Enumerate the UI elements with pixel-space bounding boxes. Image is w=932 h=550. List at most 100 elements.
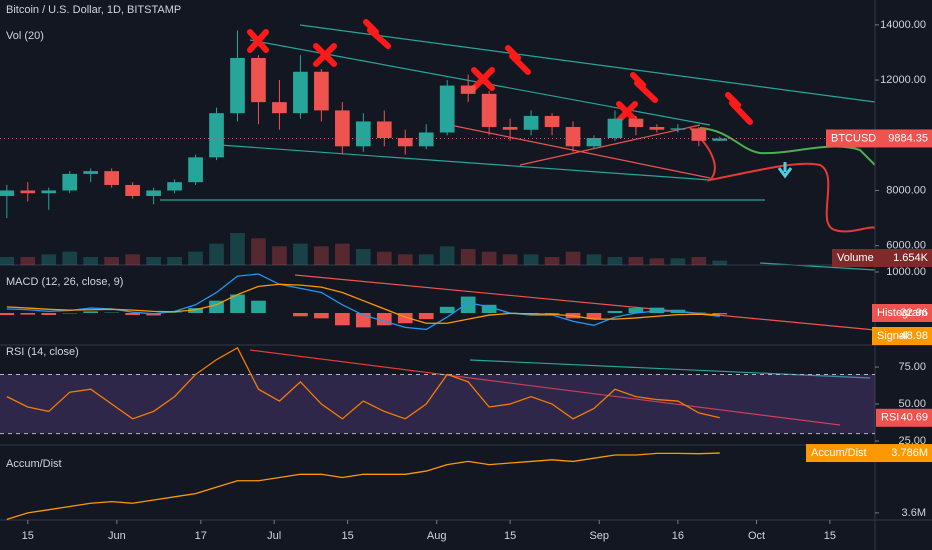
volume-bar	[481, 251, 497, 265]
volume-bar	[251, 238, 266, 265]
trend-lines	[160, 24, 876, 426]
volume-bar	[335, 243, 350, 265]
candle-body	[335, 110, 350, 147]
candle-body	[230, 57, 245, 114]
histogram-bar	[586, 313, 602, 320]
candle-body	[83, 171, 99, 174]
candle-body	[670, 128, 686, 130]
rsi-band	[0, 374, 875, 434]
volume-bar	[439, 246, 455, 265]
candle-body	[0, 190, 15, 196]
candle-body	[418, 132, 434, 147]
candle-body	[502, 126, 518, 130]
histogram-bar	[230, 294, 245, 313]
histogram-bar	[712, 313, 728, 315]
volume-subtitle: Vol (20)	[6, 30, 44, 42]
volume-tag-value: 1.654K	[893, 252, 929, 264]
volume-bar	[355, 249, 371, 265]
volume-bar	[83, 257, 99, 265]
histogram-bar	[607, 310, 623, 313]
y-tick-label: 6000.00	[886, 240, 926, 252]
rsi-title: RSI (14, close)	[6, 346, 79, 358]
candle-body	[314, 71, 329, 111]
candle-body	[544, 115, 560, 127]
x-tick-label: Jun	[108, 530, 126, 542]
volume-bar	[272, 246, 287, 265]
candle-body	[586, 138, 602, 147]
candle-body	[397, 138, 413, 147]
histogram-bar	[628, 308, 644, 313]
candle-body	[188, 157, 203, 183]
rsi-tag-name: RSI	[881, 412, 899, 424]
histogram-tag-value: -32.96	[897, 307, 928, 319]
candle-body	[628, 118, 644, 127]
y-tick-label: 14000.00	[880, 19, 926, 31]
candle-body	[209, 113, 224, 158]
volume-bar	[607, 257, 623, 265]
histogram-bar	[251, 300, 266, 313]
volume-bar	[104, 257, 120, 265]
volume-bar	[670, 258, 686, 265]
volume-bar	[586, 254, 602, 265]
price-tag-name: BTCUSD	[831, 132, 876, 144]
volume-bar	[0, 257, 15, 265]
histogram-bar	[439, 306, 455, 313]
ad-line	[6, 452, 720, 520]
volume-bar	[397, 254, 413, 265]
volume-bar	[691, 257, 707, 265]
chart-title: Bitcoin / U.S. Dollar, 1D, BITSTAMP	[6, 4, 181, 16]
histogram-bar	[20, 313, 36, 315]
x-tick-label: Oct	[748, 530, 765, 542]
candle-body	[104, 171, 120, 185]
volume-bar	[649, 258, 665, 265]
candle-body	[125, 184, 140, 196]
x-tick-label: Jul	[267, 530, 281, 542]
histogram-bar	[481, 304, 497, 313]
histogram-tag-name: Histogram	[877, 307, 927, 319]
y-tick-label: 12000.00	[880, 74, 926, 86]
volume-bar	[125, 254, 140, 265]
volume-bar	[712, 260, 728, 265]
histogram-bar	[544, 313, 560, 314]
volume-bar	[209, 243, 224, 265]
x-tick-label: Aug	[427, 530, 447, 542]
histogram-bar	[41, 313, 57, 316]
candle-body	[460, 85, 476, 94]
ad-tag-value: 3.786M	[891, 447, 928, 459]
histogram-bar	[418, 313, 434, 320]
histogram-tag	[872, 304, 932, 322]
y-tick-label: 3.6M	[902, 507, 926, 519]
price-tag	[826, 129, 932, 148]
volume-bar	[146, 257, 161, 265]
signal-line	[6, 283, 720, 324]
volume-bar	[628, 257, 644, 265]
candle-body	[146, 190, 161, 196]
volume-bar	[230, 233, 245, 265]
volume-bar	[20, 257, 36, 265]
candle-body	[293, 71, 308, 114]
price-tag-value: 9884.35	[888, 132, 928, 144]
volume-bar	[188, 251, 203, 265]
y-tick-label: 75.00	[898, 361, 926, 373]
annotation-marks	[247, 19, 753, 125]
candle-body	[20, 190, 36, 194]
histogram-bar	[335, 313, 350, 326]
x-tick-label: 15	[824, 530, 836, 542]
x-tick-label: 16	[672, 530, 684, 542]
signal-tag	[872, 327, 932, 345]
candle-body	[565, 126, 581, 147]
macd-title: MACD (12, 26, close, 9)	[6, 276, 123, 288]
x-tick-label: 15	[341, 530, 353, 542]
ad-tag-name: Accum/Dist	[811, 447, 867, 459]
candle-body	[481, 93, 497, 127]
candle-body	[691, 128, 707, 141]
signal-tag-name: Signal	[877, 330, 908, 342]
x-tick-label: 15	[504, 530, 516, 542]
histogram-bar	[460, 296, 476, 313]
x-tick-label: 15	[22, 530, 34, 542]
signal-tag-value: -48.98	[897, 330, 928, 342]
volume-bar	[314, 246, 329, 265]
x-tick-label: 17	[195, 530, 207, 542]
rsi-tag	[876, 408, 932, 427]
